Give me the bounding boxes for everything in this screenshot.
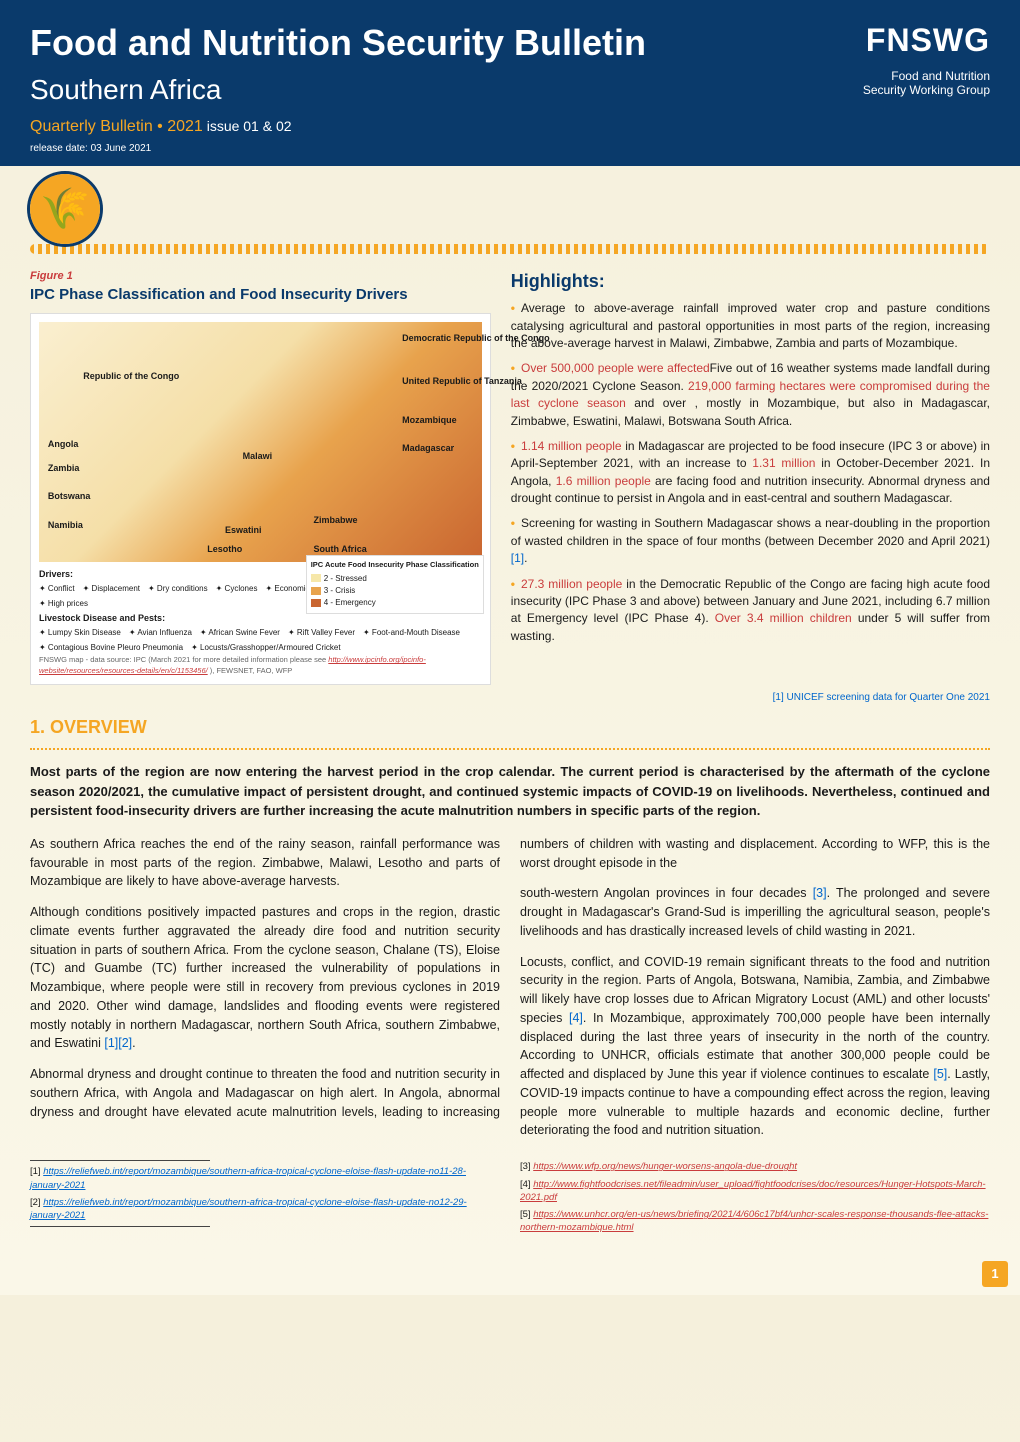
footnote-link[interactable]: https://www.unhcr.org/en-us/news/briefin… (520, 1209, 988, 1233)
ipc-level: 2 - Stressed (311, 573, 479, 584)
unicef-footnote: [1] UNICEF screening data for Quarter On… (30, 691, 990, 705)
wheat-icon: 🌾 (30, 174, 100, 244)
dotted-divider (30, 748, 990, 750)
paragraph: south-western Angolan provinces in four … (520, 884, 990, 940)
country-label: Zimbabwe (314, 514, 358, 527)
map-image: Democratic Republic of the CongoRepublic… (39, 322, 482, 562)
subtitle: Southern Africa (30, 70, 990, 109)
country-label: Angola (48, 438, 79, 451)
brand: FNSWG (863, 18, 990, 63)
map-source: FNSWG map - data source: IPC (March 2021… (39, 655, 482, 676)
country-label: Zambia (48, 462, 80, 475)
footnote-link[interactable]: http://www.fightfoodcrises.net/fileadmin… (520, 1179, 986, 1203)
highlight-item: 1.14 million people in Madagascar are pr… (511, 438, 990, 508)
ipc-level: 3 - Crisis (311, 585, 479, 596)
logo-block: FNSWG Food and Nutrition Security Workin… (863, 18, 990, 98)
wave-divider (30, 244, 990, 254)
issue-line: Quarterly Bulletin • 2021 issue 01 & 02 (30, 116, 990, 138)
driver-item: ✦ Lumpy Skin Disease (39, 627, 121, 638)
country-label: Democratic Republic of the Congo (402, 332, 550, 345)
highlight-item: 27.3 million people in the Democratic Re… (511, 576, 990, 646)
tagline: Food and Nutrition Security Working Grou… (863, 69, 990, 98)
driver-item: ✦ Rift Valley Fever (288, 627, 355, 638)
figure-title: IPC Phase Classification and Food Insecu… (30, 284, 491, 305)
country-label: Malawi (243, 450, 273, 463)
overview-intro: Most parts of the region are now enterin… (30, 762, 990, 821)
title: Food and Nutrition Security Bulletin (30, 18, 990, 68)
highlights: Highlights: Average to above-average rai… (511, 269, 990, 685)
country-label: South Africa (314, 543, 367, 556)
driver-item: ✦ Contagious Bovine Pleuro Pneumonia (39, 642, 183, 653)
driver-item: ✦ Dry conditions (148, 583, 208, 594)
highlight-item: Average to above-average rainfall improv… (511, 300, 990, 352)
driver-item: ✦ Locusts/Grasshopper/Armoured Cricket (191, 642, 340, 653)
page-number: 1 (982, 1261, 1008, 1287)
body-columns: As southern Africa reaches the end of th… (30, 835, 990, 1140)
ipc-legend: IPC Acute Food Insecurity Phase Classifi… (306, 555, 484, 614)
driver-item: ✦ African Swine Fever (200, 627, 280, 638)
driver-item: ✦ Displacement (83, 583, 140, 594)
footnotes: [1] https://reliefweb.int/report/mozambi… (30, 1160, 990, 1235)
country-label: Namibia (48, 519, 83, 532)
country-label: Lesotho (207, 543, 242, 556)
paragraph: As southern Africa reaches the end of th… (30, 835, 500, 891)
driver-item: ✦ Avian Influenza (129, 627, 192, 638)
footnote-link[interactable]: https://reliefweb.int/report/mozambique/… (30, 1166, 466, 1190)
figure-label: Figure 1 (30, 269, 491, 284)
paragraph: Locusts, conflict, and COVID-19 remain s… (520, 953, 990, 1141)
highlight-item: Screening for wasting in Southern Madaga… (511, 515, 990, 567)
footnote-link[interactable]: https://www.wfp.org/news/hunger-worsens-… (533, 1161, 797, 1172)
country-label: Mozambique (402, 414, 457, 427)
ipc-level: 4 - Emergency (311, 597, 479, 608)
country-label: United Republic of Tanzania (402, 375, 522, 388)
highlight-item: Over 500,000 people were affectedFive ou… (511, 360, 990, 430)
driver-item: ✦ Foot-and-Mouth Disease (363, 627, 460, 638)
release-date: release date: 03 June 2021 (30, 142, 990, 156)
overview-title: 1. OVERVIEW (30, 715, 990, 740)
highlights-title: Highlights: (511, 269, 990, 294)
country-label: Botswana (48, 490, 91, 503)
driver-item: ✦ Conflict (39, 583, 75, 594)
driver-item: ✦ High prices (39, 598, 88, 609)
country-label: Republic of the Congo (83, 370, 179, 383)
driver-item: ✦ Cyclones (216, 583, 258, 594)
header: Food and Nutrition Security Bulletin Sou… (0, 0, 1020, 166)
map-container: Democratic Republic of the CongoRepublic… (30, 313, 491, 685)
country-label: Eswatini (225, 524, 262, 537)
footnote-link[interactable]: https://reliefweb.int/report/mozambique/… (30, 1197, 467, 1221)
country-label: Madagascar (402, 442, 454, 455)
paragraph: Although conditions positively impacted … (30, 903, 500, 1053)
